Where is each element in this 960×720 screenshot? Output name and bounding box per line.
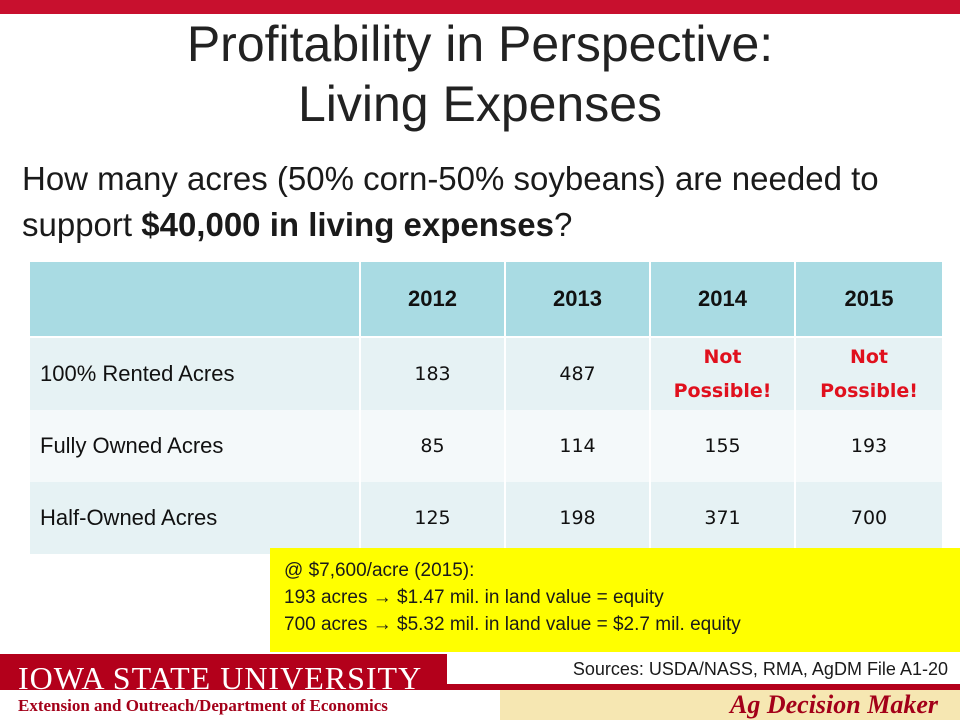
note-line3: 700 acres → $5.32 mil. in land value = $… xyxy=(284,614,741,635)
row-label-fully-owned: Fully Owned Acres xyxy=(30,410,361,482)
note-line1: @ $7,600/acre (2015): xyxy=(284,560,475,581)
extension-text: Extension and Outreach/Department of Eco… xyxy=(18,696,388,715)
column-header-2015: 2015 xyxy=(795,262,942,338)
extension-bar: Extension and Outreach/Department of Eco… xyxy=(0,690,960,720)
column-header-empty xyxy=(30,262,361,338)
table-header-row: 2012 2013 2014 2015 xyxy=(30,262,942,338)
ag-decision-maker-logo: Ag Decision Maker xyxy=(730,690,938,719)
table-cell: 125 xyxy=(360,482,506,554)
slide-title-line2: Living Expenses xyxy=(297,76,663,132)
note-line2: 193 acres → $1.47 mil. in land value = e… xyxy=(284,587,664,608)
acres-table: 2012 2013 2014 2015 100% Rented Acres 18… xyxy=(30,262,942,554)
row-label-half-owned: Half-Owned Acres xyxy=(30,482,361,554)
table-row: Fully Owned Acres 85 114 155 193 xyxy=(30,410,942,482)
question-part2: ? xyxy=(553,206,573,243)
isu-logo: IOWA STATE UNIVERSITY xyxy=(18,660,423,696)
table-cell-not-possible: Not Possible! xyxy=(650,337,796,410)
table-cell: 487 xyxy=(505,337,651,410)
question-part1: How many acres (50% corn-50% soybeans) a… xyxy=(22,160,879,243)
top-accent-bar xyxy=(0,0,960,14)
table-cell: 85 xyxy=(360,410,506,482)
table-cell: 114 xyxy=(505,410,651,482)
sources-text: Sources: USDA/NASS, RMA, AgDM File A1-20 xyxy=(447,654,960,684)
column-header-2012: 2012 xyxy=(360,262,506,338)
table-cell: 371 xyxy=(650,482,796,554)
extension-bar-left xyxy=(0,690,500,720)
column-header-2013: 2013 xyxy=(505,262,651,338)
table-cell: 198 xyxy=(505,482,651,554)
table-cell: 700 xyxy=(795,482,942,554)
slide-title-line1: Profitability in Perspective: xyxy=(186,16,774,72)
land-value-note: @ $7,600/acre (2015): 193 acres → $1.47 … xyxy=(270,548,960,652)
table-row: Half-Owned Acres 125 198 371 700 xyxy=(30,482,942,554)
table-cell: 193 xyxy=(795,410,942,482)
table-cell: 155 xyxy=(650,410,796,482)
not-possible-word2: Possible! xyxy=(673,380,772,402)
not-possible-word1: Not xyxy=(703,346,742,368)
column-header-2014: 2014 xyxy=(650,262,796,338)
not-possible-word1: Not xyxy=(849,346,889,368)
row-label-rented: 100% Rented Acres xyxy=(30,337,361,410)
not-possible-word2: Possible! xyxy=(820,380,918,402)
table-row: 100% Rented Acres 183 487 Not Possible! … xyxy=(30,337,942,410)
question-text: How many acres (50% corn-50% soybeans) a… xyxy=(22,156,952,248)
table-cell-not-possible: Not Possible! xyxy=(795,337,942,410)
table-cell: 183 xyxy=(360,337,506,410)
question-emphasis: $40,000 in living expenses xyxy=(141,206,554,243)
slide-title: Profitability in Perspective: Living Exp… xyxy=(0,14,960,134)
